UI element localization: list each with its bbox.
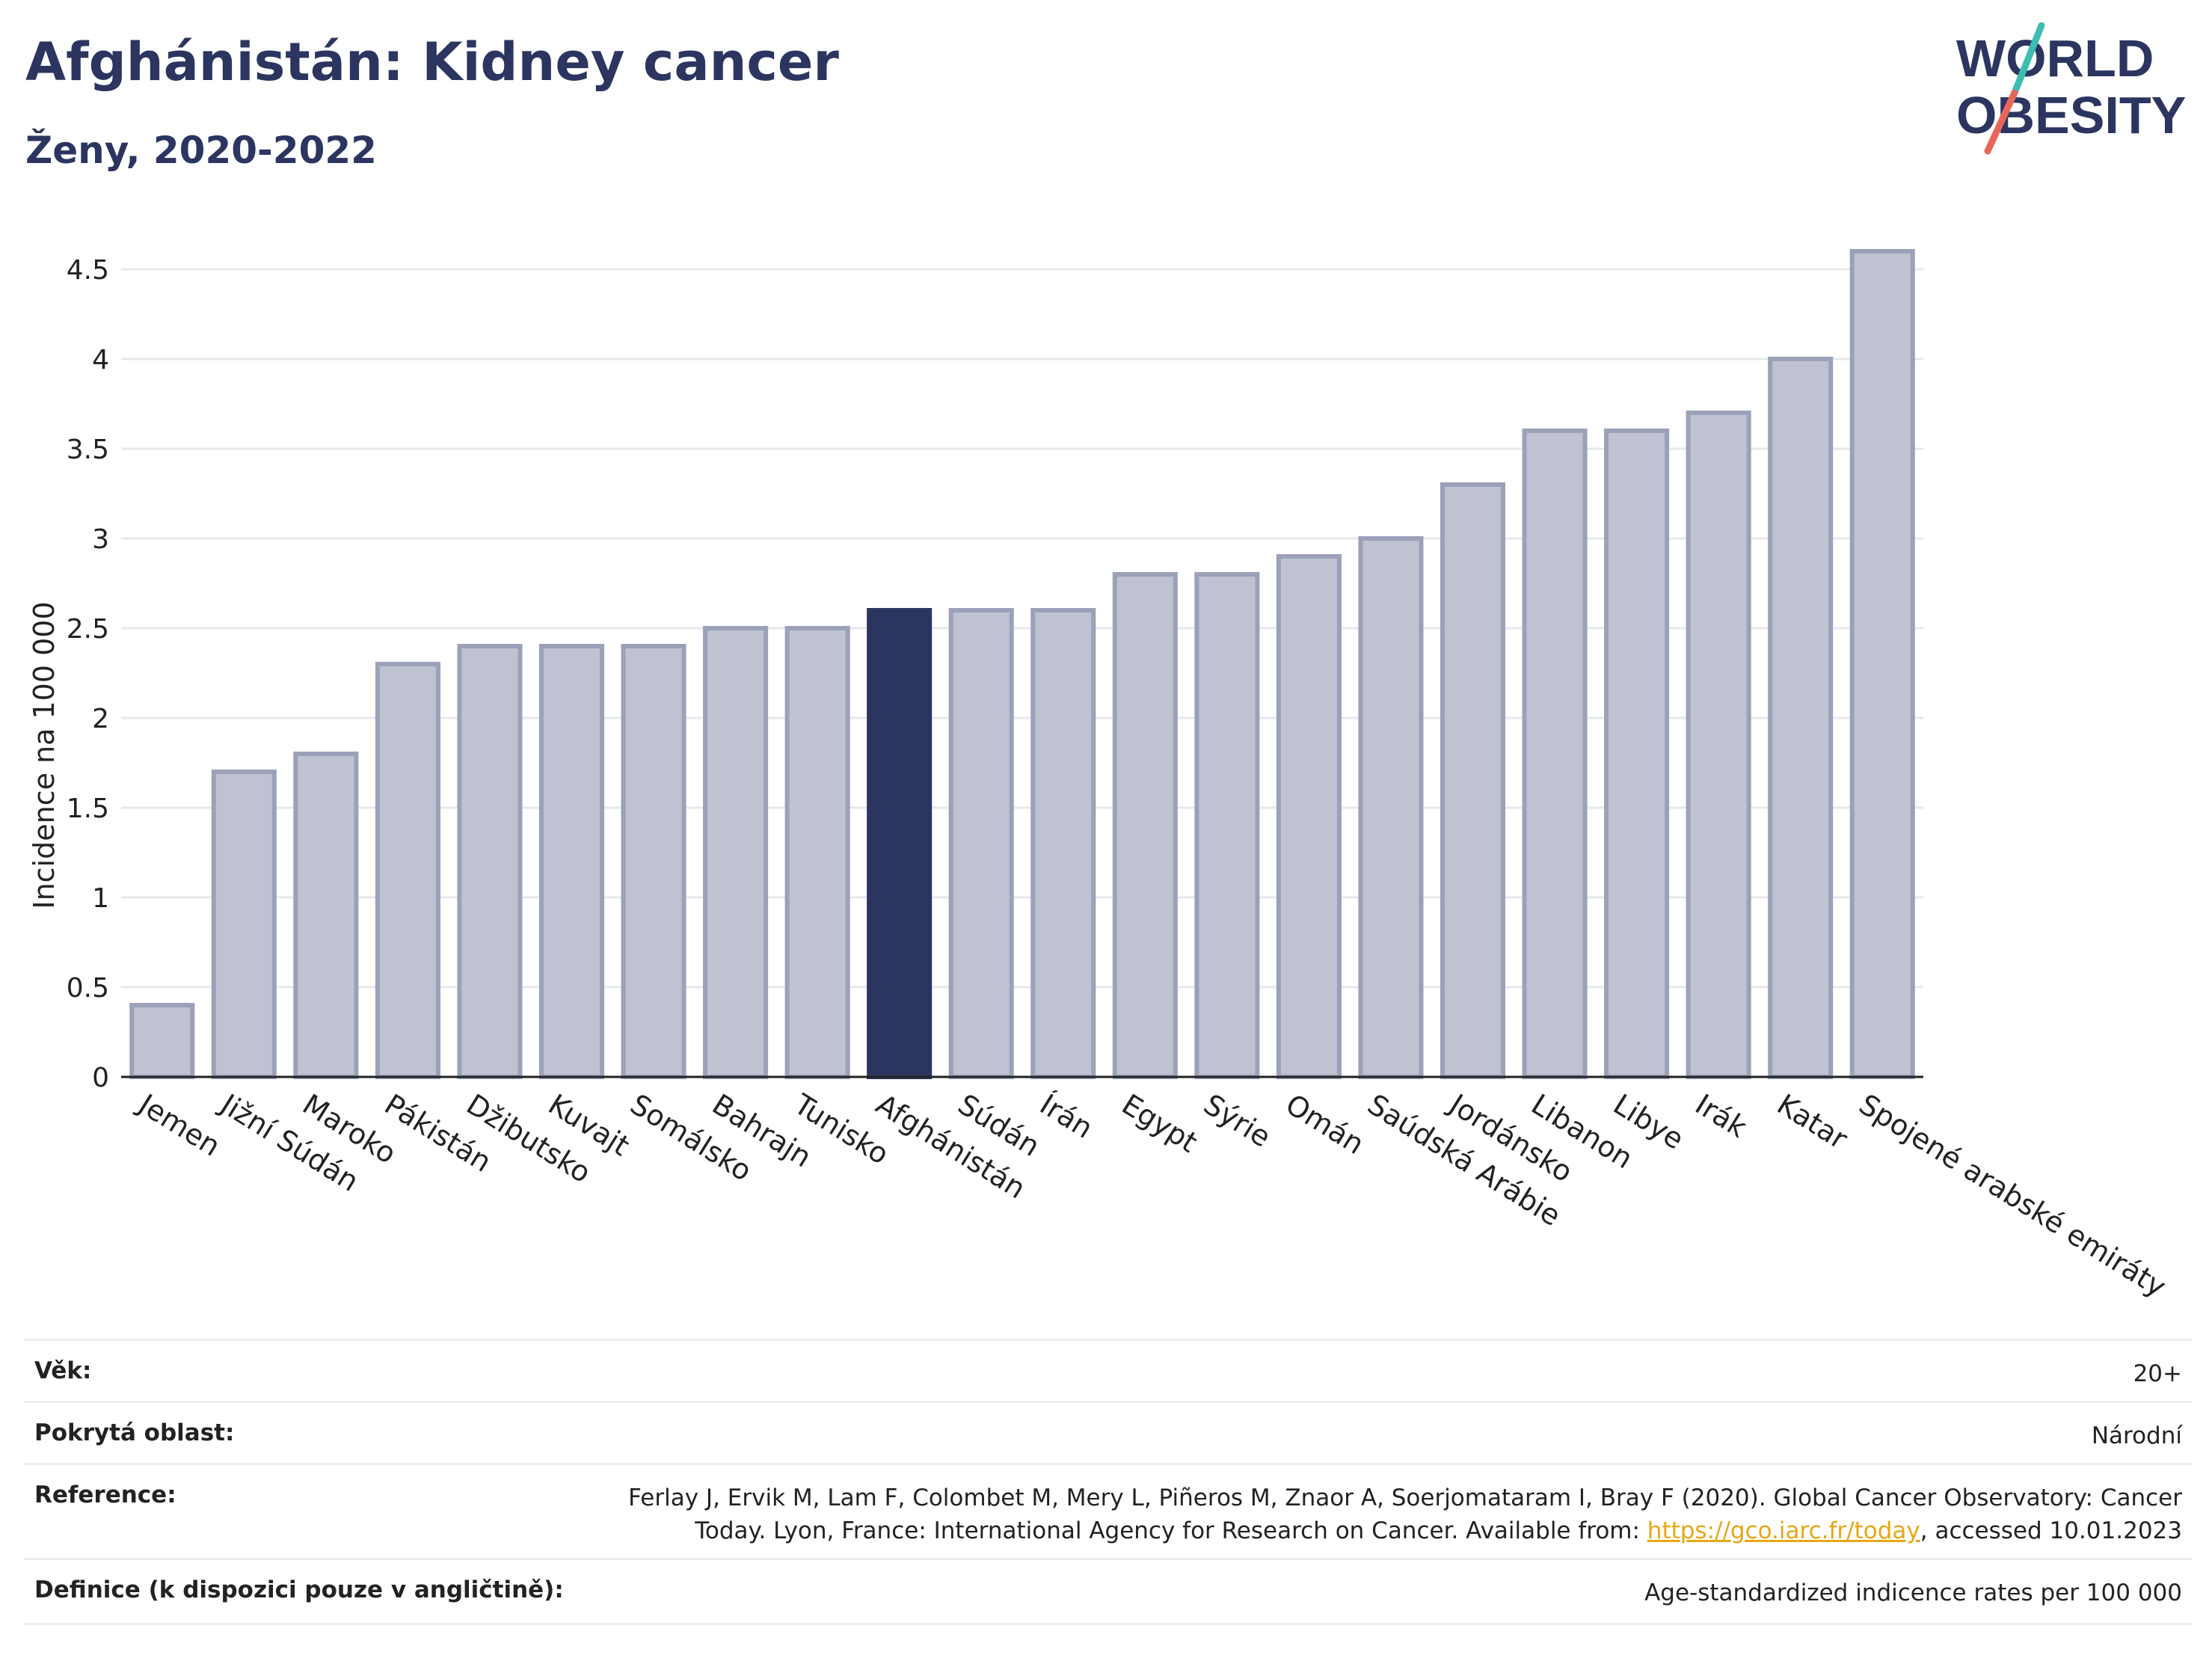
bar-18[interactable] <box>1604 429 1670 1079</box>
reference-link[interactable]: https://gco.iarc.fr/today <box>1647 1517 1920 1544</box>
meta-label-reference: Reference: <box>34 1481 176 1508</box>
x-tick-label: Spojené arabské emiráty <box>1853 1087 2172 1304</box>
bar-10[interactable] <box>948 608 1014 1079</box>
bar-17[interactable] <box>1522 429 1588 1079</box>
meta-row-reference: Reference: Ferlay J, Ervik M, Lam F, Col… <box>24 1463 2193 1558</box>
reference-line2-post: , accessed 10.01.2023 <box>1920 1517 2182 1544</box>
meta-label-coverage: Pokrytá oblast: <box>34 1419 235 1446</box>
y-tick-label: 4 <box>92 345 109 375</box>
x-tick-label: Egypt <box>1116 1087 1203 1158</box>
meta-label-definition: Definice (k dispozici pouze v angličtině… <box>34 1576 564 1603</box>
page-subtitle: Ženy, 2020-2022 <box>25 129 377 172</box>
x-tick-label: Irák <box>1689 1087 1752 1144</box>
y-tick-label: 3.5 <box>67 435 109 465</box>
y-tick-label: 1 <box>92 883 109 914</box>
meta-value-reference: Ferlay J, Ervik M, Lam F, Colombet M, Me… <box>574 1481 2182 1547</box>
reference-line1: Ferlay J, Ervik M, Lam F, Colombet M, Me… <box>628 1484 2182 1511</box>
bar-12[interactable] <box>1112 572 1178 1079</box>
bar-8[interactable] <box>784 626 850 1079</box>
x-tick-label: Katar <box>1772 1087 1854 1155</box>
bar-1[interactable] <box>211 770 277 1079</box>
bar-3[interactable] <box>375 662 440 1079</box>
y-axis-label: Incidence na 100 000 <box>28 601 61 909</box>
bar-13[interactable] <box>1194 572 1260 1079</box>
x-tick-label: Omán <box>1280 1087 1370 1161</box>
y-tick-label: 4.5 <box>67 255 109 286</box>
meta-label-age: Věk: <box>34 1357 92 1384</box>
y-tick-label: 1.5 <box>67 793 109 824</box>
metadata-table: Věk: 20+ Pokrytá oblast: Národní Referen… <box>24 1339 2193 1625</box>
bar-0[interactable] <box>129 1003 195 1079</box>
world-obesity-logo: WORLD OBESITY <box>1956 22 2186 155</box>
bar-21[interactable] <box>1849 249 1915 1079</box>
bar-4[interactable] <box>457 644 523 1079</box>
x-tick-label: Jemen <box>132 1087 226 1162</box>
meta-row-coverage: Pokrytá oblast: Národní <box>24 1401 2193 1463</box>
meta-value-coverage: Národní <box>2091 1422 2182 1449</box>
meta-value-age: 20+ <box>2133 1360 2182 1387</box>
logo-slash-red <box>1984 89 2018 155</box>
meta-row-age: Věk: 20+ <box>24 1339 2193 1401</box>
meta-row-definition: Definice (k dispozici pouze v angličtině… <box>24 1558 2193 1625</box>
bar-7[interactable] <box>703 626 769 1079</box>
reference-line2-pre: Today. Lyon, France: International Agenc… <box>695 1517 1647 1544</box>
y-tick-label: 0 <box>92 1063 109 1093</box>
y-tick-label: 3 <box>92 524 109 555</box>
page-title: Afghánistán: Kidney cancer <box>25 31 839 93</box>
y-tick-label: 2.5 <box>67 614 109 645</box>
bar-layer <box>129 249 1915 1079</box>
logo-text-line1: WORLD <box>1956 29 2154 87</box>
bar-6[interactable] <box>621 644 686 1079</box>
logo-slash-teal <box>2011 22 2045 96</box>
x-tick-label: Sýrie <box>1198 1087 1276 1153</box>
meta-value-definition: Age-standardized indicence rates per 100… <box>1644 1579 2182 1606</box>
bar-16[interactable] <box>1440 482 1506 1079</box>
bar-14[interactable] <box>1276 554 1342 1079</box>
y-tick-label: 2 <box>92 704 109 734</box>
bar-19[interactable] <box>1686 411 1751 1079</box>
bar-11[interactable] <box>1030 608 1096 1079</box>
bar-2[interactable] <box>293 752 359 1079</box>
bar-15[interactable] <box>1358 536 1424 1079</box>
y-tick-label: 0.5 <box>67 973 109 1004</box>
bar-5[interactable] <box>538 644 605 1079</box>
bar-9[interactable] <box>867 608 933 1079</box>
bar-20[interactable] <box>1768 357 1834 1079</box>
